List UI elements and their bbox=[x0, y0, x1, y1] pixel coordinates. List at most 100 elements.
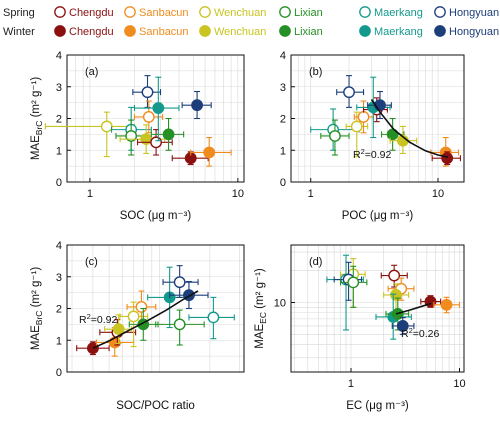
data-point bbox=[396, 320, 409, 332]
y-tick-label: 3 bbox=[56, 272, 62, 284]
y-tick-label: 10 bbox=[274, 298, 286, 310]
panel-label: (a) bbox=[85, 66, 98, 78]
fit-curve bbox=[92, 290, 199, 349]
x-tick-label: 1 bbox=[308, 188, 314, 200]
data-point bbox=[374, 99, 386, 112]
data-point-group bbox=[155, 309, 205, 346]
data-point bbox=[173, 276, 186, 289]
y-tick-label: 1 bbox=[56, 145, 62, 157]
legend-marker bbox=[279, 6, 291, 18]
x-axis-label: SOC/POC ratio bbox=[116, 400, 195, 412]
legend-site-label: Sanbacun bbox=[139, 26, 189, 38]
legend-site-label: Hongyuan bbox=[449, 26, 499, 38]
legend-site-label: Wenchuan bbox=[214, 26, 266, 38]
legend-marker bbox=[124, 25, 136, 37]
data-point bbox=[357, 111, 370, 123]
data-point-group bbox=[339, 265, 368, 308]
legend-marker bbox=[359, 6, 371, 18]
x-tick-label: 1 bbox=[348, 378, 354, 390]
data-point-group bbox=[336, 75, 365, 108]
data-point-group bbox=[162, 265, 199, 298]
data-point-group bbox=[380, 264, 408, 288]
data-point bbox=[441, 152, 454, 165]
data-point bbox=[350, 120, 363, 133]
y-axis-label: MAEBrC (m² g⁻¹) bbox=[30, 267, 44, 350]
data-point bbox=[440, 298, 453, 311]
legend-marker bbox=[124, 6, 136, 18]
panel-label: (c) bbox=[85, 256, 98, 268]
x-tick-label: 10 bbox=[432, 188, 444, 200]
legend: Spring Chengdu Sanbacun Wenchuan Lixian Maerk… bbox=[3, 6, 499, 38]
data-point bbox=[207, 311, 220, 324]
legend-marker bbox=[54, 6, 66, 18]
data-point-group bbox=[128, 307, 159, 341]
legend-site-label: Chengdu bbox=[69, 7, 114, 19]
y-tick-label: 0 bbox=[280, 177, 286, 189]
legend-site-label: Maerkang bbox=[374, 7, 423, 19]
data-point bbox=[112, 323, 125, 336]
data-point-group bbox=[132, 75, 162, 108]
data-point bbox=[162, 128, 175, 141]
data-point-group bbox=[345, 111, 369, 158]
data-point bbox=[343, 86, 355, 99]
chart-panel: 0 1 2 3 4 1 10 (a) SOC (μg m⁻³) MAEBrC (m² g⁻¹) bbox=[30, 50, 245, 222]
legend-marker bbox=[199, 6, 211, 18]
data-point-group bbox=[433, 296, 461, 314]
data-point-group bbox=[104, 314, 133, 344]
y-tick-label: 4 bbox=[280, 50, 286, 62]
y-tick-label: 4 bbox=[56, 240, 62, 252]
r-squared-annotation: R2=0.92 bbox=[79, 312, 117, 326]
r-squared-annotation: R2=0.92 bbox=[353, 147, 391, 161]
data-point bbox=[141, 86, 154, 99]
data-point bbox=[329, 130, 341, 142]
data-point-group bbox=[171, 151, 209, 166]
x-tick-label: 1 bbox=[87, 188, 93, 200]
x-axis-label: POC (μg m⁻³) bbox=[342, 210, 414, 222]
legend-site-label: Wenchuan bbox=[214, 7, 266, 19]
legend-season-label: Winter bbox=[3, 26, 35, 38]
data-point bbox=[152, 102, 165, 114]
fit-curve bbox=[395, 302, 432, 315]
fit-curve bbox=[370, 99, 449, 158]
data-point-group bbox=[137, 129, 173, 156]
legend-season-label: Spring bbox=[3, 7, 35, 19]
legend-site-label: Lixian bbox=[294, 26, 323, 38]
x-axis-label: EC (μg m⁻³) bbox=[346, 400, 409, 412]
y-tick-label: 2 bbox=[56, 114, 62, 126]
y-tick-label: 3 bbox=[56, 82, 62, 94]
data-point-group bbox=[320, 119, 350, 156]
legend-site-label: Maerkang bbox=[374, 26, 423, 38]
data-point bbox=[173, 318, 186, 331]
x-tick-label: 10 bbox=[232, 188, 244, 200]
data-point bbox=[127, 310, 140, 323]
data-point-group bbox=[380, 117, 405, 151]
chart-panel: 0 1 2 3 4 (c) SOC/POC ratio MAEBrC (m² g⁻¹) R2=0… bbox=[30, 240, 245, 412]
x-axis-label: SOC (μg m⁻³) bbox=[120, 210, 192, 222]
y-axis-label: MAEEC (m² g⁻¹) bbox=[254, 268, 268, 349]
data-point-group bbox=[188, 296, 235, 340]
r-squared-annotation: R2=0.26 bbox=[401, 326, 439, 340]
data-point-group bbox=[115, 119, 147, 156]
data-point bbox=[347, 276, 360, 289]
y-tick-label: 1 bbox=[280, 145, 286, 157]
legend-site-label: Lixian bbox=[294, 7, 323, 19]
legend-marker bbox=[434, 25, 446, 37]
x-tick-label: 10 bbox=[453, 378, 465, 390]
data-point-group bbox=[133, 76, 180, 142]
legend-site-label: Chengdu bbox=[69, 26, 114, 38]
data-point-group bbox=[181, 90, 212, 120]
data-point bbox=[125, 130, 138, 142]
data-point-group bbox=[431, 151, 461, 166]
data-point bbox=[142, 111, 155, 123]
y-axis-label: MAEBrC (m² g⁻¹) bbox=[30, 77, 44, 160]
chart-panel: 10 1 10 (d) EC (μg m⁻³) MAEEC (m² g⁻¹) R2=0.26 bbox=[254, 244, 466, 412]
legend-site-label: Sanbacun bbox=[139, 7, 189, 19]
data-point-group bbox=[150, 117, 185, 151]
y-tick-label: 2 bbox=[56, 304, 62, 316]
data-point-group bbox=[119, 301, 149, 348]
legend-marker bbox=[279, 25, 291, 37]
data-point bbox=[388, 269, 401, 282]
data-point-group bbox=[44, 111, 136, 158]
legend-marker bbox=[359, 25, 371, 37]
